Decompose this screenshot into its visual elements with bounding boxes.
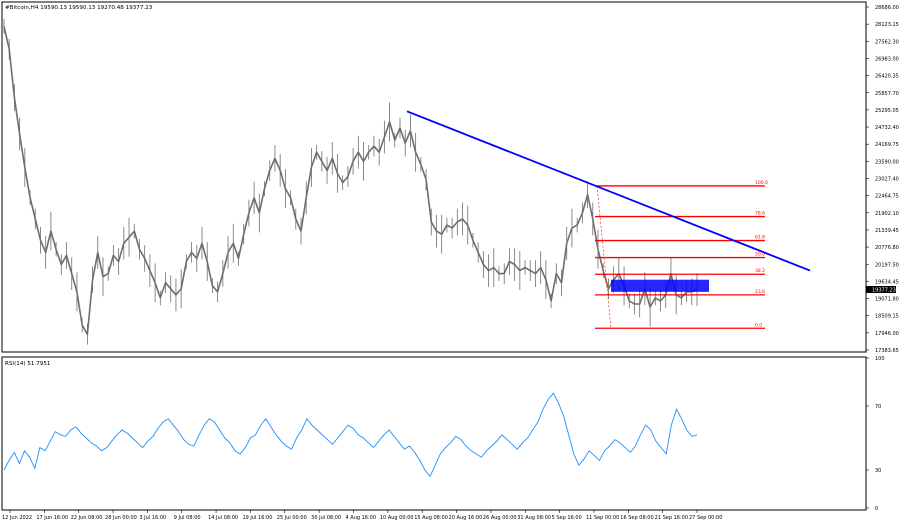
price-axis-label: 19071.80 [875, 297, 899, 303]
price-axis-label: 21902.10 [875, 211, 899, 217]
time-axis-label: 30 Jul 08:00 [311, 515, 341, 521]
price-panel-frame [1, 1, 867, 353]
time-axis-label: 15 Aug 08:00 [414, 515, 448, 521]
time-axis-label: 21 Sep 16:00 [655, 515, 688, 521]
time-axis-label: 5 Sep 16:00 [552, 515, 582, 521]
rsi-axis-label: 0 [875, 506, 878, 512]
price-layer: 100.0 78.6 61.8 50.0 38.2 23.6 0.0 19377.23 [3, 19, 896, 345]
current-price-label: 19377.23 [872, 287, 896, 293]
current-price-marker [866, 285, 896, 293]
fib-level-label: 0.0 [755, 322, 762, 328]
price-axis-label: 17383.65 [875, 348, 899, 354]
price-axis-label: 28123.15 [875, 22, 899, 28]
time-axis-label: 11 Sep 00:00 [586, 515, 619, 521]
fib-level-label: 23.6 [755, 289, 765, 295]
price-axis-label: 28686.00 [875, 5, 899, 11]
price-axis-label: 26420.35 [875, 74, 899, 80]
price-series-line [3, 26, 698, 336]
price-axis-label: 20197.50 [875, 262, 899, 268]
time-axis-label: 20 Aug 16:00 [449, 515, 483, 521]
price-axis-label: 25295.05 [875, 108, 899, 114]
price-axis-label: 20776.80 [875, 245, 899, 251]
trendline [406, 110, 811, 272]
price-axis-label: 24169.75 [875, 142, 899, 148]
time-axis-label: 25 Jul 00:00 [277, 515, 307, 521]
time-axis-label: 10 Aug 00:00 [380, 515, 414, 521]
time-axis-label: 16 Sep 08:00 [620, 515, 653, 521]
price-axis-label: 26983.00 [875, 56, 899, 62]
time-axis-label: 9 Jul 08:00 [174, 515, 201, 521]
price-axis-label: 17946.00 [875, 331, 899, 337]
time-axis-label: 3 Jul 16:00 [139, 515, 166, 521]
rsi-series-line [3, 392, 698, 478]
rsi-axis-label: 30 [875, 468, 881, 474]
rsi-panel-frame [1, 356, 867, 511]
fib-level-label: 61.8 [755, 235, 765, 241]
time-axis-label: 12 Jun 2022 [2, 515, 32, 521]
support-zone-box [611, 279, 709, 292]
time-axis-label: 27 Sep 00:00 [689, 515, 722, 521]
axes-layer: 28686.00 28123.15 27562.30 26983.00 26420.35… [2, 5, 899, 521]
time-axis-label: 17 Jun 16:00 [36, 515, 68, 521]
price-axis-label: 23027.40 [875, 177, 899, 183]
fib-level-label: 100.0 [755, 180, 768, 186]
rsi-axis-label: 100 [875, 356, 885, 362]
price-axis-label: 27562.30 [875, 39, 899, 45]
chart-header-title: #Bitcoin,H4 19590.13 19590.13 19270.48 1… [5, 5, 153, 11]
price-axis-label: 23590.00 [875, 159, 899, 165]
price-axis-label: 19634.45 [875, 279, 899, 285]
price-axis-label: 21339.45 [875, 228, 899, 234]
time-axis-label: 31 Aug 08:00 [517, 515, 551, 521]
rsi-layer [3, 392, 698, 478]
price-axis-label: 25857.70 [875, 91, 899, 97]
fib-level-label: 78.6 [755, 211, 765, 217]
fib-level-label: 38.2 [755, 268, 765, 274]
time-axis-label: 22 Jun 08:00 [71, 515, 103, 521]
time-axis-label: 26 Aug 00:00 [483, 515, 517, 521]
fib-level-label: 50.0 [755, 252, 765, 258]
time-axis-label: 28 Jun 00:00 [105, 515, 137, 521]
price-axis-label: 22464.75 [875, 194, 899, 200]
rsi-axis-label: 70 [875, 404, 881, 410]
time-axis-label: 19 Jul 16:00 [242, 515, 272, 521]
price-axis-label: 24732.40 [875, 125, 899, 131]
rsi-title: RSI(14) 51.7951 [5, 361, 51, 367]
price-axis-label: 18509.15 [875, 314, 899, 320]
time-axis-label: 4 Aug 16:00 [346, 515, 377, 521]
time-axis-label: 14 Jul 08:00 [208, 515, 238, 521]
